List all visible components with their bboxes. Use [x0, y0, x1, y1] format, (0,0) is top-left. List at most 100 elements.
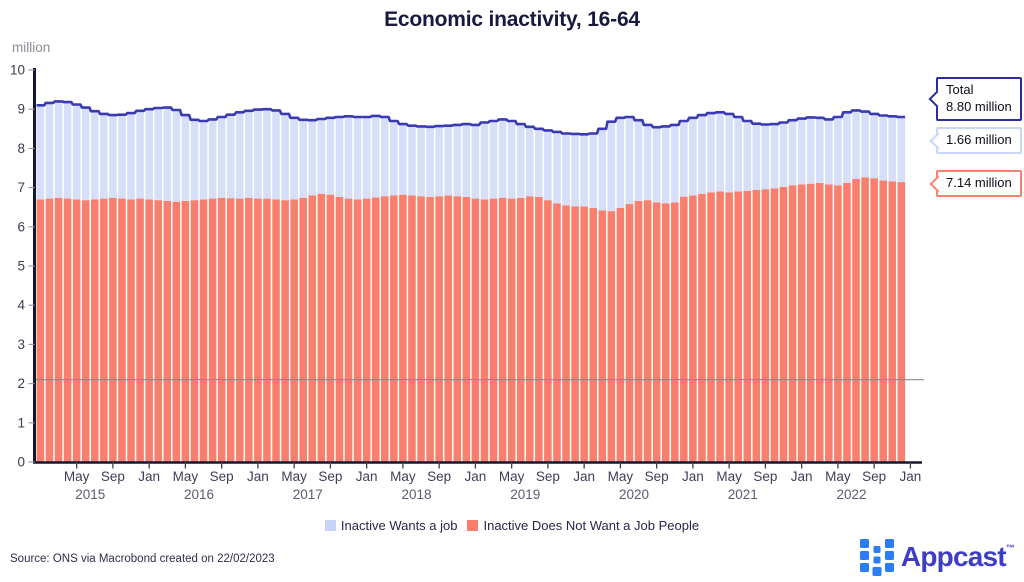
bar-wants	[353, 117, 362, 200]
bar-wants	[825, 119, 833, 185]
bar-wants	[408, 125, 416, 196]
bar-wants	[344, 116, 353, 199]
bar-notwant	[308, 195, 317, 462]
callout-total: Total 8.80 million	[928, 77, 1022, 121]
bar-notwant	[344, 198, 353, 463]
bar-notwant	[326, 194, 335, 462]
bar-notwant	[235, 198, 244, 463]
bar-notwant	[299, 197, 308, 463]
bar-wants	[489, 120, 498, 199]
bar-notwant	[634, 200, 643, 463]
y-tick-label: 0	[17, 455, 25, 470]
bar-notwant	[408, 195, 416, 462]
bar-wants	[362, 117, 371, 199]
year-label: 2017	[293, 487, 323, 502]
bar-notwant	[752, 189, 761, 462]
callout-total-value: 8.80 million	[946, 98, 1012, 114]
bar-wants	[190, 119, 199, 201]
x-tick-label: Sep	[645, 469, 669, 484]
bar-wants	[208, 119, 217, 199]
inactivity-stacked-bar-chart: 0 1 2 3 4 5 6 7 8 9 10 million May Sep Jan May Sep Jan May…	[10, 40, 924, 502]
bar-wants	[426, 126, 434, 198]
bar-wants	[272, 110, 280, 200]
bar-notwant	[734, 191, 743, 462]
total-line	[36, 100, 906, 136]
bar-wants	[281, 113, 289, 201]
year-label: 2016	[184, 487, 214, 502]
bar-wants	[299, 119, 308, 198]
bar-wants	[761, 124, 770, 190]
bar-wants	[462, 124, 471, 198]
bar-notwant	[45, 198, 54, 463]
bar-notwant	[453, 196, 462, 462]
bar-wants	[308, 120, 317, 196]
x-tick-label: Jan	[138, 469, 160, 484]
appcast-logo: Appcast™	[859, 537, 1015, 577]
bar-wants	[670, 124, 679, 203]
x-tick-label: May	[64, 469, 90, 484]
bar-notwant	[118, 198, 126, 463]
bar-notwant	[879, 180, 888, 462]
bar-notwant	[743, 190, 752, 462]
bar-notwant	[90, 199, 99, 463]
y-tick-label: 2	[17, 376, 25, 391]
bar-wants	[371, 115, 380, 198]
bar-wants	[897, 117, 906, 183]
bar-notwant	[109, 197, 117, 463]
bar-notwant	[127, 199, 135, 463]
bar-wants	[716, 112, 724, 192]
chart-legend: Inactive Wants a job Inactive Does Not W…	[0, 518, 1024, 533]
legend-swatch-notwant	[467, 520, 479, 531]
bar-notwant	[272, 199, 280, 463]
bar-notwant	[254, 198, 262, 463]
legend-item-wants: Inactive Wants a job	[324, 518, 458, 533]
bar-notwant	[54, 197, 63, 463]
bar-wants	[734, 117, 743, 192]
bar-wants	[661, 126, 670, 204]
bar-notwant	[426, 197, 434, 462]
bar-wants	[181, 115, 190, 201]
legend-swatch-wants	[324, 520, 336, 531]
bar-notwant	[553, 203, 561, 462]
bar-notwant	[616, 207, 625, 462]
bar-notwant	[507, 198, 516, 463]
bar-wants	[254, 109, 262, 199]
x-tick-label: May	[825, 469, 851, 484]
x-tick-label: May	[608, 469, 634, 484]
bar-wants	[63, 102, 72, 199]
bar-wants	[172, 109, 181, 202]
x-tick-label: May	[499, 469, 525, 484]
bar-wants	[516, 124, 525, 198]
bar-notwant	[489, 198, 498, 463]
year-label: 2019	[510, 487, 540, 502]
bar-wants	[797, 118, 806, 185]
bar-wants	[100, 113, 108, 199]
bar-notwant	[779, 186, 788, 463]
year-label: 2018	[401, 487, 431, 502]
bar-notwant	[806, 183, 815, 462]
bar-wants	[435, 126, 443, 197]
bar-notwant	[589, 207, 598, 462]
bar-wants	[498, 119, 507, 198]
bar-notwant	[761, 189, 770, 462]
x-tick-label: Jan	[356, 469, 378, 484]
legend-label-wants: Inactive Wants a job	[340, 518, 458, 533]
bar-wants	[834, 117, 842, 186]
bar-wants	[815, 117, 824, 183]
bar-wants	[589, 133, 598, 208]
bar-wants	[45, 102, 54, 199]
bar-notwant	[263, 198, 271, 463]
bar-notwant	[498, 197, 507, 463]
callout-wants-a-job: 1.66 million	[929, 127, 1022, 154]
bar-notwant	[208, 198, 217, 463]
bar-wants	[607, 121, 616, 212]
bar-wants	[163, 107, 172, 201]
bar-notwant	[72, 199, 81, 463]
bar-wants	[290, 117, 298, 200]
bar-wants	[806, 117, 815, 184]
bar-notwant	[852, 178, 860, 462]
bar-wants	[544, 130, 552, 201]
bar-wants	[109, 115, 117, 198]
bar-wants	[752, 123, 761, 190]
